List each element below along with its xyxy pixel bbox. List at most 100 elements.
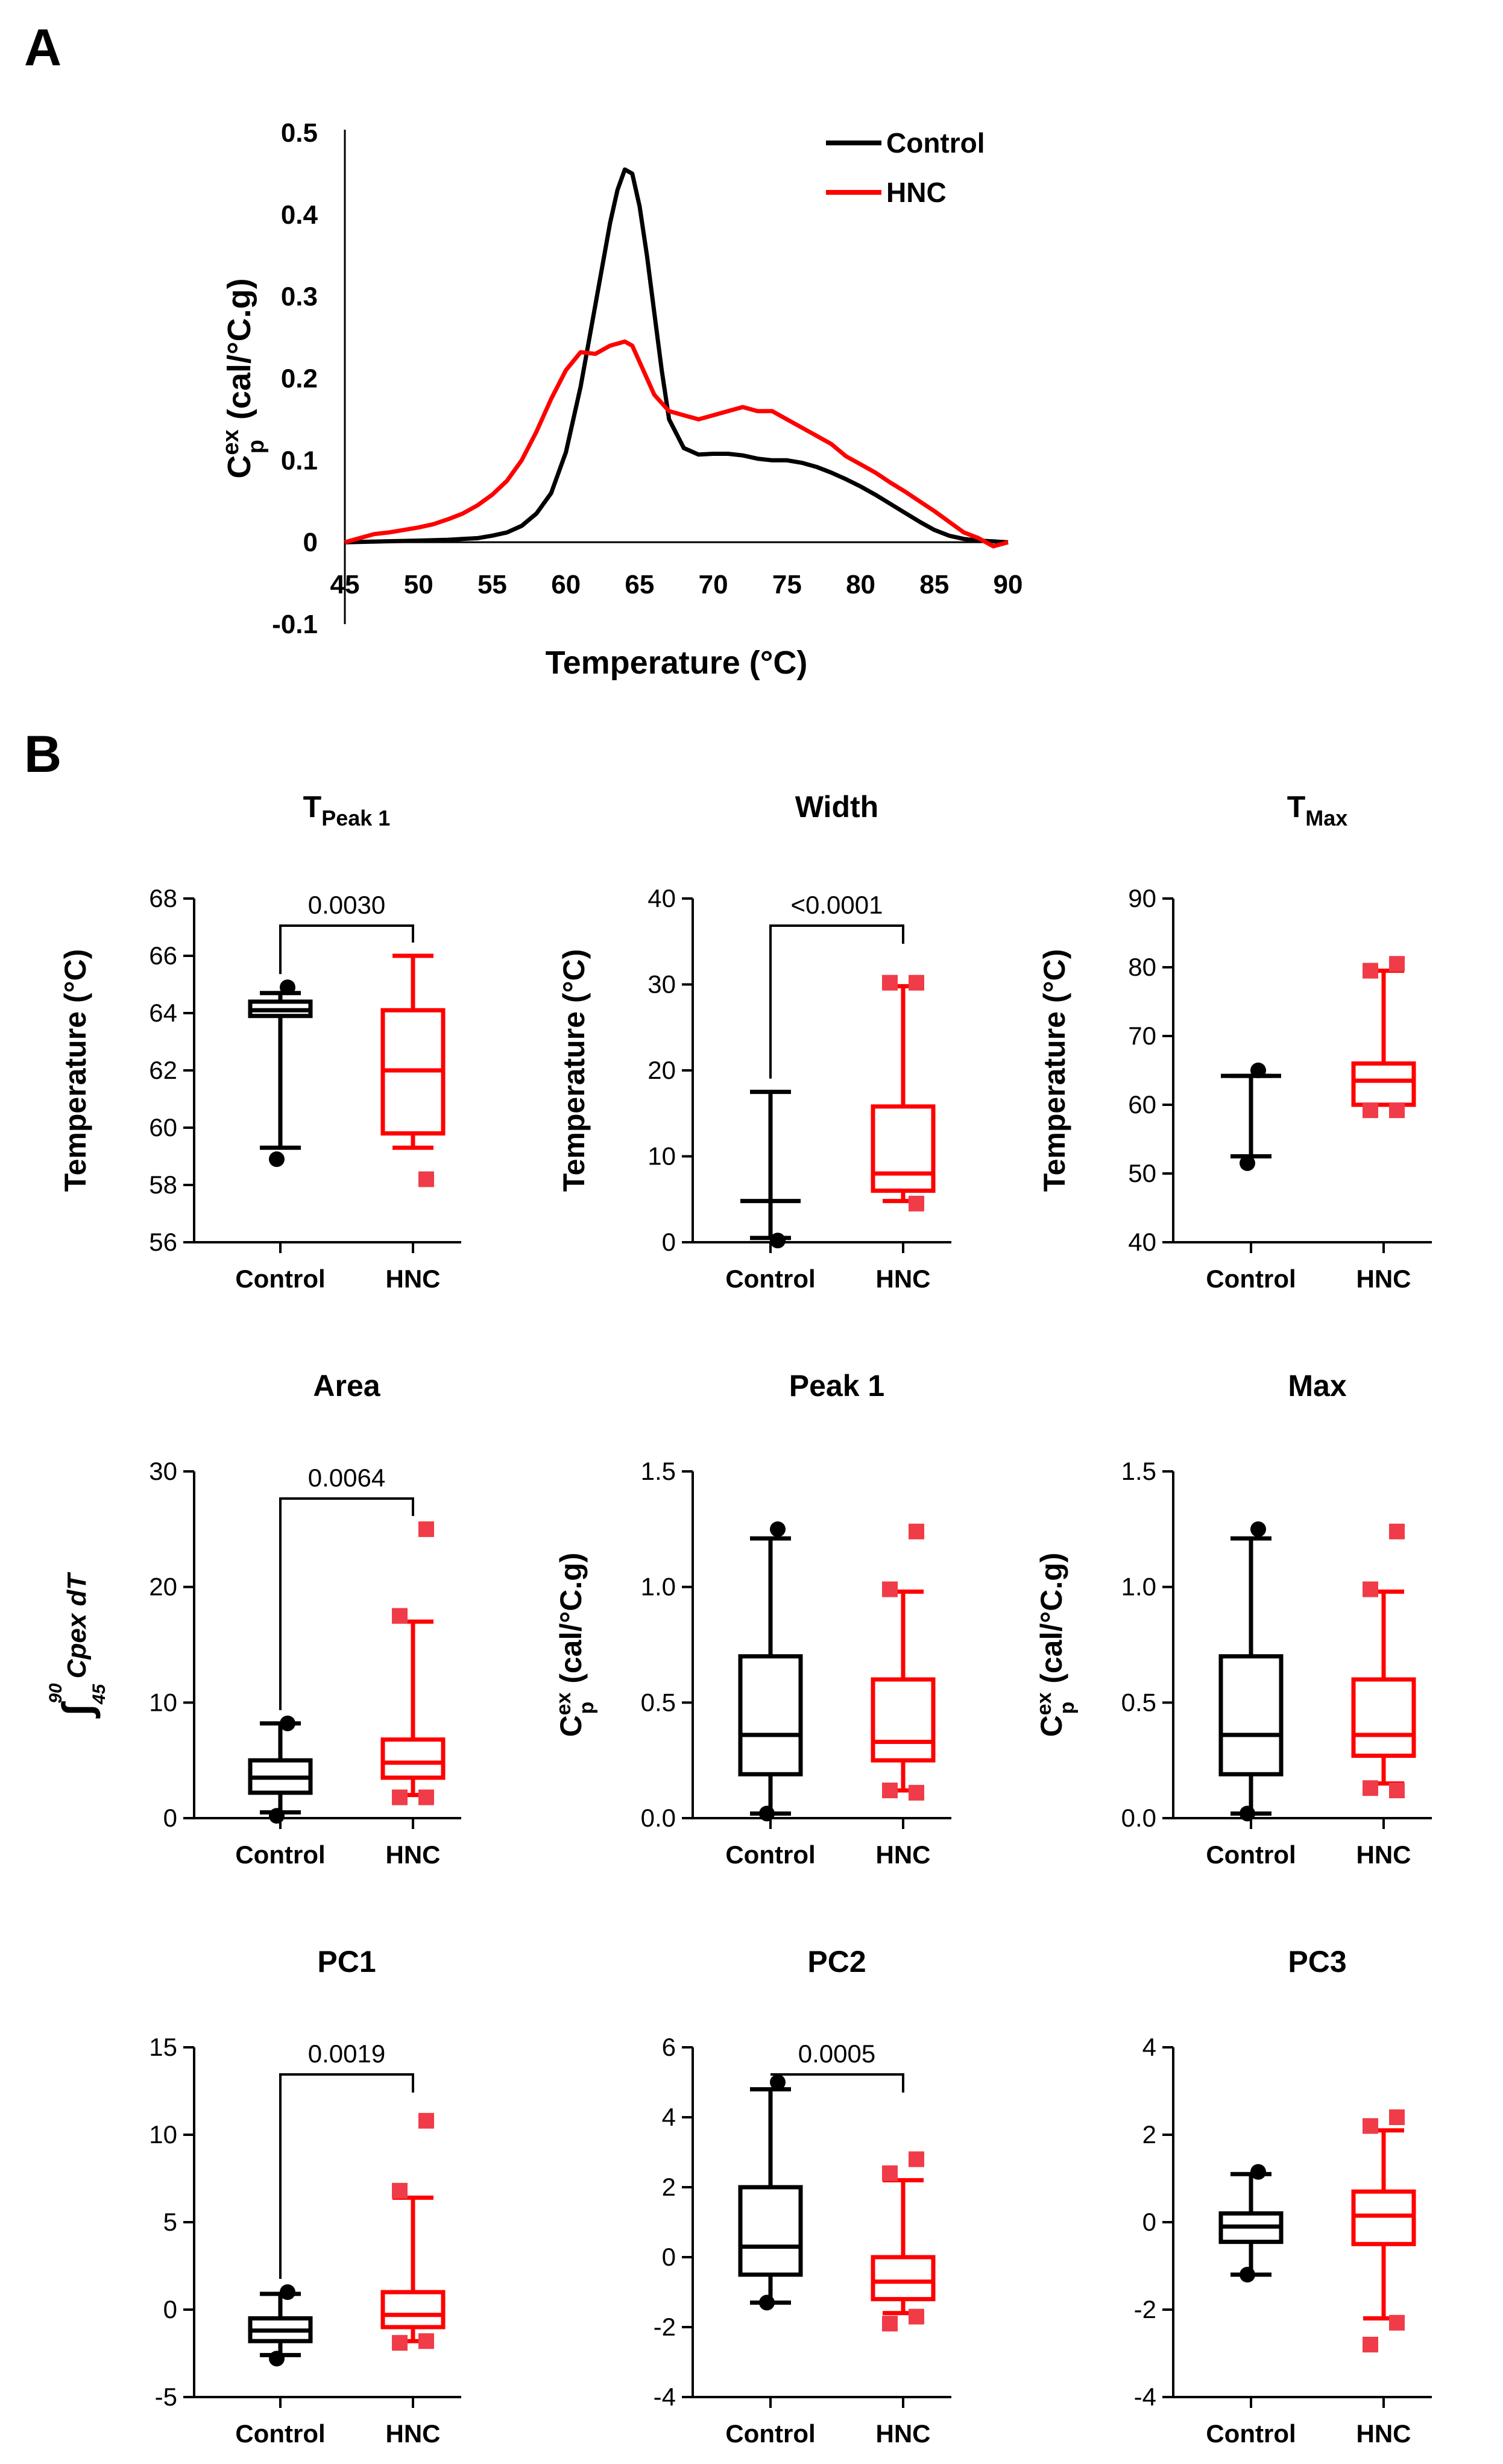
p-value-label: <0.0001 [791, 891, 883, 919]
y-tick-label: -4 [654, 2383, 676, 2411]
outlier-point [1363, 1102, 1378, 1119]
y-axis-label-sub: p [1056, 1702, 1079, 1714]
y-tick-label: -5 [155, 2383, 177, 2411]
y-tick-label: 0.5 [641, 1688, 676, 1716]
y-tick-label: 20 [648, 1056, 676, 1084]
p-value-label: 0.0005 [798, 2039, 875, 2068]
outlier-point [770, 2074, 786, 2090]
outlier-point [1250, 1521, 1266, 1537]
outlier-point [418, 2333, 434, 2349]
x-category-label: HNC [876, 1265, 931, 1293]
box-control [1221, 1063, 1281, 1171]
y-tick-label: 50 [1128, 1159, 1156, 1187]
outlier-point [770, 1233, 786, 1249]
outlier-point [909, 1784, 924, 1801]
x-category-label: Control [235, 1840, 325, 1869]
box-hnc [871, 1523, 936, 1801]
y-tick-label: 70 [1128, 1022, 1156, 1050]
outlier-point [909, 2151, 924, 2167]
box-plot-tmax: TMax 40 50 60 70 80 90 Control HNC Temperature (°… [1038, 790, 1432, 1293]
y-tick-label: 60 [1128, 1090, 1156, 1119]
chart-title: TPeak 1 [303, 790, 391, 830]
outlier-point [392, 1789, 408, 1805]
y-tick-label: 0 [163, 2295, 177, 2323]
box-plot-pc1: PC1 -5 0 5 10 15 Control HNC 0.0019 [149, 1945, 461, 2448]
iqr-box [1351, 1061, 1416, 1107]
outlier-point [882, 1581, 898, 1597]
x-tick-label: 50 [404, 570, 433, 599]
x-tick-label: 55 [477, 570, 507, 599]
outlier-point [1363, 2118, 1378, 2134]
x-tick-label: 65 [625, 570, 654, 599]
y-tick-label: 2 [1142, 2120, 1156, 2149]
y-tick-label: 1.0 [1121, 1573, 1156, 1601]
y-tick-label: 0 [662, 2243, 676, 2271]
iqr-box [380, 2290, 446, 2330]
outlier-point [418, 1171, 434, 1187]
outlier-point [1250, 2164, 1266, 2180]
x-tick-label: 70 [699, 570, 728, 599]
y-tick-label: 15 [149, 2033, 177, 2061]
x-category-label: Control [235, 1265, 325, 1293]
box-hnc [1351, 1523, 1416, 1798]
chart-title-main: T [1287, 790, 1306, 824]
outlier-point [909, 1523, 924, 1540]
x-category-label: HNC [386, 1840, 441, 1869]
outlier-point [882, 2316, 898, 2332]
box-control [738, 2074, 803, 2311]
y-axis-label-base: C [554, 1715, 588, 1737]
panel-a-label: A [24, 19, 61, 77]
panel-b-label: B [24, 725, 61, 783]
outlier-point [1389, 1523, 1405, 1540]
outlier-point [759, 2295, 775, 2311]
chart-title: Width [795, 790, 878, 824]
y-tick-label: 40 [1128, 1228, 1156, 1256]
outlier-point [1389, 2314, 1405, 2331]
chart-title: PC2 [807, 1945, 866, 1979]
dsc-thermogram-chart: -0.1 0 0.1 0.2 0.3 0.4 0.5 45 50 55 60 65 70 75 80 85 90… [218, 118, 1022, 681]
outlier-point [1240, 2267, 1255, 2282]
chart-title: TMax [1287, 790, 1348, 830]
box-plot-pc3: PC3 -4 -2 0 2 4 Control HNC [1134, 1945, 1432, 2448]
x-category-label: HNC [1356, 2419, 1411, 2448]
x-tick-label: 45 [330, 570, 360, 599]
iqr-box [871, 1677, 936, 1763]
x-tick-label: 85 [919, 570, 949, 599]
y-tick-label: 0 [1142, 2208, 1156, 2236]
box-plot-tpeak-1: TPeak 1 56 58 60 62 64 66 68 Control HNC Temperatu… [58, 790, 461, 1293]
y-tick-label: 60 [149, 1113, 177, 1142]
y-axis-label: Cexp (cal/°C.g) [218, 278, 269, 478]
iqr-box [871, 2255, 936, 2302]
box-plot-peak-1: Peak 1 0.0 0.5 1.0 1.5 Control HNC Cexp (cal/°C… [552, 1369, 951, 1869]
chart-title: PC3 [1288, 1945, 1346, 1979]
p-value-label: 0.0019 [308, 2039, 385, 2068]
outlier-point [269, 1151, 285, 1167]
outlier-point [280, 2284, 295, 2300]
iqr-box [738, 1654, 803, 1777]
y-tick-label: 0 [662, 1228, 676, 1256]
y-tick-label: 5 [163, 2208, 177, 2236]
significance-bracket [769, 924, 904, 1079]
x-category-label: HNC [386, 1265, 441, 1293]
box-plot-pc2: PC2 -4 -2 0 2 4 6 Control HNC 0.0005 [654, 1945, 951, 2448]
outlier-point [1389, 1102, 1405, 1119]
x-tick-label: 80 [846, 570, 875, 599]
box-hnc [380, 2112, 446, 2351]
y-tick-label: 58 [149, 1170, 177, 1199]
y-axis-label: ∫45 90 Cpex dT [46, 1572, 109, 1719]
outlier-point [280, 1715, 295, 1731]
outlier-point [418, 1521, 434, 1537]
x-category-label: Control [1206, 1840, 1296, 1869]
y-tick-label: -0.1 [272, 610, 318, 639]
significance-bracket [279, 924, 414, 975]
y-axis-label-unit: (cal/°C.g) [1035, 1553, 1068, 1692]
significance-bracket [279, 2073, 414, 2279]
y-tick-label: 56 [149, 1228, 177, 1256]
legend-label-hnc: HNC [886, 177, 947, 208]
iqr-box [738, 2185, 803, 2277]
outlier-point [1389, 1783, 1405, 1798]
outlier-point [909, 1195, 924, 1211]
x-category-label: Control [1206, 1265, 1296, 1293]
outlier-point [1389, 2109, 1405, 2125]
significance-bracket [279, 1497, 414, 1710]
